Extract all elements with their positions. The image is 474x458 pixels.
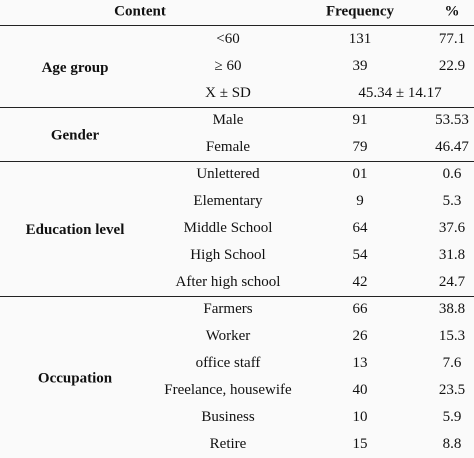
cell: Elementary bbox=[193, 193, 263, 209]
cell: 01 bbox=[353, 166, 368, 182]
header-cell: Content bbox=[114, 3, 166, 19]
cell: After high school bbox=[176, 274, 281, 290]
cell: 15.3 bbox=[439, 328, 465, 344]
cell: office staff bbox=[196, 355, 261, 371]
cell: 77.1 bbox=[439, 31, 465, 47]
group-label: Education level bbox=[26, 222, 125, 238]
cell: <60 bbox=[216, 31, 239, 47]
cell: 46.47 bbox=[435, 139, 469, 155]
cell: Business bbox=[201, 409, 255, 425]
cell: Male bbox=[213, 112, 244, 128]
cell: 42 bbox=[353, 274, 368, 290]
cell: 79 bbox=[353, 139, 368, 155]
cell: Farmers bbox=[203, 301, 252, 317]
cell: 40 bbox=[353, 382, 368, 398]
cell: 10 bbox=[353, 409, 368, 425]
cell: 45.34 ± 14.17 bbox=[358, 85, 442, 101]
cell: 66 bbox=[353, 301, 369, 317]
cell: Unlettered bbox=[196, 166, 260, 182]
cell: 37.6 bbox=[439, 220, 466, 236]
group-label: Occupation bbox=[38, 370, 113, 386]
cell: 53.53 bbox=[435, 112, 469, 128]
group-label: Age group bbox=[42, 60, 109, 76]
cell: 26 bbox=[353, 328, 369, 344]
header-cell: % bbox=[445, 3, 460, 19]
cell: Worker bbox=[206, 328, 251, 344]
cell: 15 bbox=[353, 436, 368, 452]
group-label: Gender bbox=[51, 127, 100, 143]
cell: Middle School bbox=[184, 220, 273, 236]
cell: 23.5 bbox=[439, 382, 465, 398]
cell: 8.8 bbox=[443, 436, 462, 452]
cell: 13 bbox=[353, 355, 368, 371]
cell: 5.3 bbox=[443, 193, 462, 209]
cell: Female bbox=[206, 139, 250, 155]
cell: 0.6 bbox=[443, 166, 462, 182]
cell: 22.9 bbox=[439, 58, 465, 74]
cell: 38.8 bbox=[439, 301, 465, 317]
cell: 9 bbox=[356, 193, 364, 209]
cell: Retire bbox=[210, 436, 247, 452]
cell: X ± SD bbox=[205, 85, 251, 101]
cell: High School bbox=[190, 247, 265, 263]
cell: ≥ 60 bbox=[215, 58, 242, 74]
cell: 5.9 bbox=[443, 409, 462, 425]
cell: 39 bbox=[353, 58, 368, 74]
cell: 7.6 bbox=[443, 355, 462, 371]
cell: 64 bbox=[353, 220, 369, 236]
cell: 31.8 bbox=[439, 247, 465, 263]
cell: Freelance, housewife bbox=[164, 382, 292, 398]
header-cell: Frequency bbox=[326, 3, 395, 19]
cell: 131 bbox=[349, 31, 372, 47]
cell: 54 bbox=[353, 247, 369, 263]
cell: 24.7 bbox=[439, 274, 466, 290]
cell: 91 bbox=[353, 112, 368, 128]
